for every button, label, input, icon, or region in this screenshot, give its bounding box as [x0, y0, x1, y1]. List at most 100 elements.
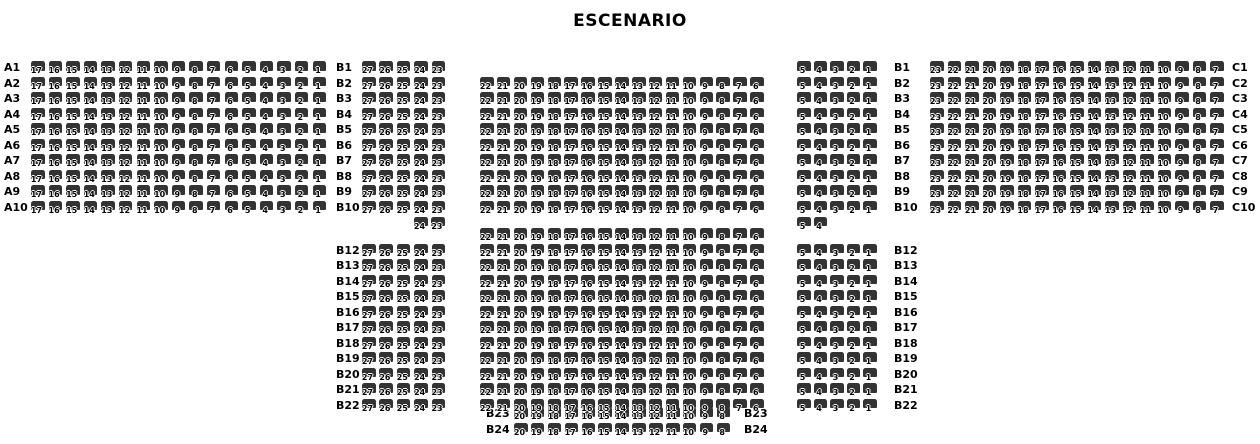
seat[interactable]: 4	[813, 216, 830, 232]
seat[interactable]: 8	[715, 76, 732, 92]
seat[interactable]: 25	[396, 169, 413, 185]
seat[interactable]: 16	[580, 274, 597, 290]
seat[interactable]: 27	[361, 60, 378, 76]
seat[interactable]: 9	[1174, 91, 1192, 107]
seat[interactable]: 17	[1034, 153, 1052, 169]
seat[interactable]: 4	[813, 107, 830, 123]
seat[interactable]: 17	[563, 305, 580, 321]
seat[interactable]: 19	[999, 138, 1017, 154]
seat[interactable]: 1	[862, 184, 879, 200]
seat[interactable]: 7	[732, 138, 749, 154]
seat[interactable]: 5	[796, 305, 813, 321]
seat[interactable]: 3	[829, 336, 846, 352]
seat[interactable]: 27	[361, 305, 378, 321]
seat[interactable]: 15	[1069, 153, 1087, 169]
seat[interactable]: 27	[361, 200, 378, 216]
seat[interactable]: 14	[614, 320, 631, 336]
seat[interactable]: 2	[846, 398, 863, 414]
seat[interactable]: 17	[563, 274, 580, 290]
seat[interactable]: 5	[796, 216, 813, 232]
seat[interactable]: 11	[665, 398, 682, 414]
seat[interactable]: 8	[715, 91, 732, 107]
seat[interactable]: 10	[682, 320, 699, 336]
seat[interactable]: 9	[699, 367, 716, 383]
seat[interactable]: 10	[682, 382, 699, 398]
seat[interactable]: 10	[153, 60, 171, 76]
seat[interactable]: 15	[1069, 91, 1087, 107]
seat[interactable]: 25	[396, 153, 413, 169]
seat[interactable]: 12	[648, 243, 665, 259]
seat[interactable]: 26	[378, 382, 395, 398]
seat[interactable]: 2	[294, 76, 312, 92]
seat[interactable]: 1	[862, 107, 879, 123]
seat[interactable]: 23	[929, 76, 947, 92]
seat[interactable]: 27	[361, 289, 378, 305]
seat[interactable]: 10	[682, 406, 699, 422]
seat[interactable]: 21	[496, 289, 513, 305]
seat[interactable]: 1	[312, 184, 330, 200]
seat[interactable]: 19	[530, 227, 547, 243]
seat[interactable]: 16	[580, 367, 597, 383]
seat[interactable]: 2	[846, 200, 863, 216]
seat[interactable]: 10	[682, 351, 699, 367]
seat[interactable]: 17	[563, 289, 580, 305]
seat[interactable]: 15	[1069, 200, 1087, 216]
seat[interactable]: 8	[1192, 91, 1210, 107]
seat[interactable]: 23	[431, 91, 448, 107]
seat[interactable]: 10	[682, 398, 699, 414]
seat[interactable]: 23	[929, 169, 947, 185]
seat[interactable]: 17	[564, 422, 581, 438]
seat[interactable]: 5	[796, 351, 813, 367]
seat[interactable]: 16	[1052, 169, 1070, 185]
seat[interactable]: 21	[496, 367, 513, 383]
seat[interactable]: 20	[513, 274, 530, 290]
seat[interactable]: 8	[1192, 107, 1210, 123]
seat[interactable]: 19	[530, 382, 547, 398]
seat[interactable]: 20	[513, 76, 530, 92]
seat[interactable]: 14	[1087, 169, 1105, 185]
seat[interactable]: 10	[1157, 200, 1175, 216]
seat[interactable]: 15	[597, 406, 614, 422]
seat[interactable]: 5	[796, 320, 813, 336]
seat[interactable]: 18	[547, 382, 564, 398]
seat[interactable]: 7	[732, 227, 749, 243]
seat[interactable]: 4	[259, 200, 277, 216]
seat[interactable]: 7	[1209, 153, 1227, 169]
seat[interactable]: 24	[413, 274, 430, 290]
seat[interactable]: 11	[665, 351, 682, 367]
seat[interactable]: 15	[597, 200, 614, 216]
seat[interactable]: 4	[813, 200, 830, 216]
seat[interactable]: 24	[413, 184, 430, 200]
seat[interactable]: 12	[648, 91, 665, 107]
seat[interactable]: 17	[30, 184, 48, 200]
seat[interactable]: 14	[83, 169, 101, 185]
seat[interactable]: 21	[496, 122, 513, 138]
seat[interactable]: 26	[378, 138, 395, 154]
seat[interactable]: 1	[862, 243, 879, 259]
seat[interactable]: 13	[1104, 91, 1122, 107]
seat[interactable]: 17	[563, 107, 580, 123]
seat[interactable]: 5	[796, 76, 813, 92]
seat[interactable]: 9	[1174, 122, 1192, 138]
seat[interactable]: 19	[999, 122, 1017, 138]
seat[interactable]: 6	[749, 398, 766, 414]
seat[interactable]: 18	[1017, 107, 1035, 123]
seat[interactable]: 9	[171, 91, 189, 107]
seat[interactable]: 11	[665, 243, 682, 259]
seat[interactable]: 15	[597, 184, 614, 200]
seat[interactable]: 22	[479, 289, 496, 305]
seat[interactable]: 5	[796, 107, 813, 123]
seat[interactable]: 21	[964, 91, 982, 107]
seat[interactable]: 4	[259, 138, 277, 154]
seat[interactable]: 7	[732, 76, 749, 92]
seat[interactable]: 1	[312, 169, 330, 185]
seat[interactable]: 7	[1209, 76, 1227, 92]
seat[interactable]: 16	[48, 200, 66, 216]
seat[interactable]: 13	[1104, 60, 1122, 76]
seat[interactable]: 7	[732, 169, 749, 185]
seat[interactable]: 20	[513, 200, 530, 216]
seat[interactable]: 7	[206, 138, 224, 154]
seat[interactable]: 10	[682, 336, 699, 352]
seat[interactable]: 7	[732, 351, 749, 367]
seat[interactable]: 2	[846, 382, 863, 398]
